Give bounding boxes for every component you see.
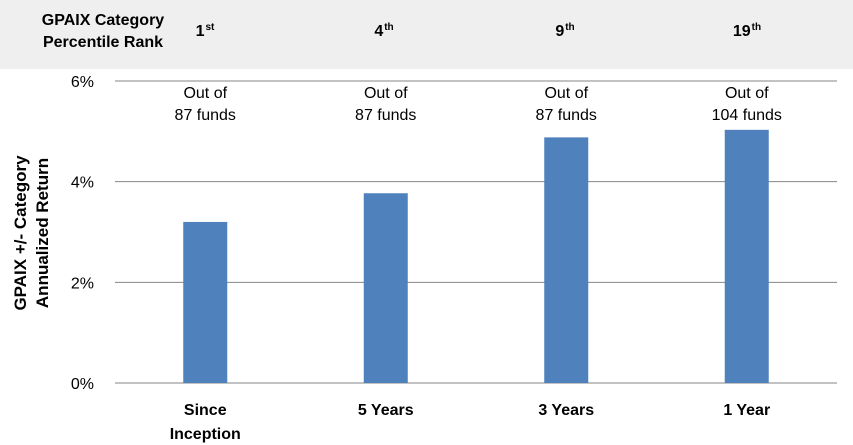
- rank-number: 1: [195, 23, 205, 40]
- y-tick-label: 0%: [71, 376, 94, 393]
- bar: [544, 137, 589, 383]
- x-tick-label: 1 Year: [723, 402, 770, 419]
- bar-annotation: Out of: [544, 85, 588, 102]
- x-tick-label: Inception: [170, 426, 241, 443]
- rank-number: 19: [732, 23, 751, 40]
- bar: [183, 221, 228, 383]
- y-tick-label: 4%: [71, 175, 94, 192]
- rank-value-since-inception: 1st: [196, 22, 215, 41]
- rank-header-title: GPAIX Category Percentile Rank: [28, 10, 178, 54]
- bar-annotation: 104 funds: [712, 107, 782, 124]
- bar: [363, 193, 408, 383]
- rank-header-band: [0, 0, 853, 69]
- bar-annotation: 87 funds: [536, 107, 597, 124]
- rank-number: 4: [374, 23, 384, 40]
- rank-number: 9: [555, 23, 565, 40]
- bar-annotation: 87 funds: [355, 107, 416, 124]
- rank-suffix: th: [751, 22, 762, 33]
- bar-annotation: Out of: [183, 85, 227, 102]
- bar-annotation: 87 funds: [175, 107, 236, 124]
- rank-suffix: th: [565, 22, 575, 33]
- rank-suffix: st: [205, 22, 215, 33]
- rank-suffix: th: [384, 22, 394, 33]
- bar: [724, 129, 769, 383]
- bar-annotation: Out of: [725, 85, 769, 102]
- bar-annotation: Out of: [364, 85, 408, 102]
- x-tick-label: 3 Years: [538, 402, 594, 419]
- rank-value-3-years: 9th: [555, 22, 574, 41]
- y-tick-label: 6%: [71, 74, 94, 91]
- rank-value-1-year: 19th: [733, 22, 761, 41]
- y-tick-label: 2%: [71, 275, 94, 292]
- x-tick-label: 5 Years: [358, 402, 414, 419]
- rank-value-5-years: 4th: [374, 22, 393, 41]
- rank-header-title-line1: GPAIX Category: [41, 12, 165, 29]
- x-tick-label: Since: [184, 402, 227, 419]
- rank-header-title-line2: Percentile Rank: [42, 34, 164, 51]
